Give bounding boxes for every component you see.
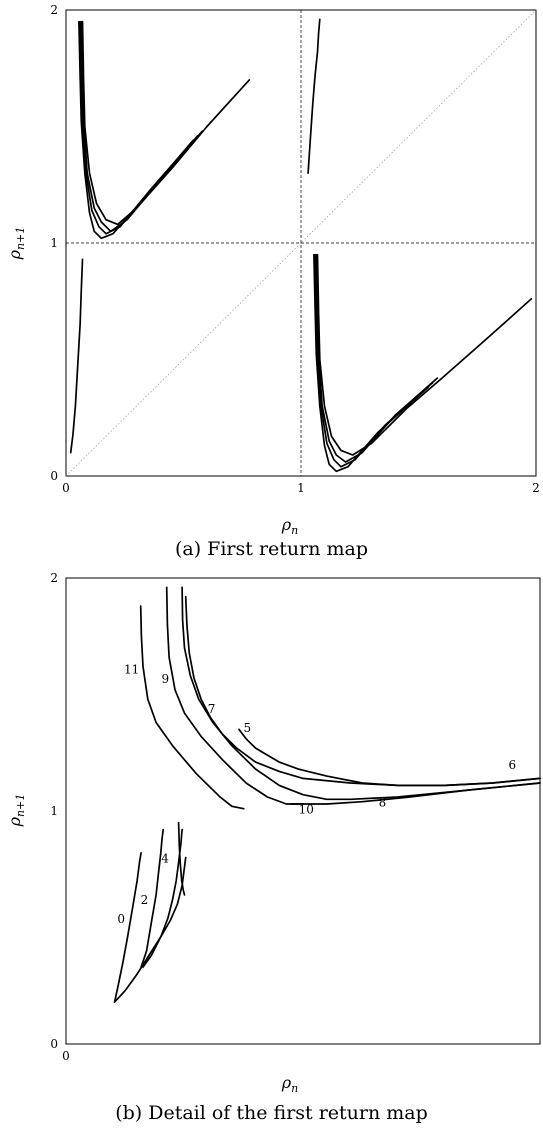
series-line-0 xyxy=(113,852,142,1003)
series-line-10 xyxy=(184,595,304,780)
branch-label: 2 xyxy=(141,893,149,907)
tick-group: 0 1 2 0 1 2 xyxy=(50,3,539,495)
branch-label: 10 xyxy=(299,802,314,816)
branch-label: 11 xyxy=(124,663,139,677)
series-line-0 xyxy=(81,20,251,226)
branch-label: 5 xyxy=(243,721,251,735)
reference-lines xyxy=(65,9,537,477)
x-tick-label: 0 xyxy=(62,1049,70,1063)
series-line-9 xyxy=(313,253,429,473)
series-line-7 xyxy=(315,253,439,463)
series-line-6 xyxy=(165,586,304,805)
y-tick-label: 0 xyxy=(50,1037,58,1051)
plot-frame xyxy=(65,577,541,1045)
x-axis-label: ρn xyxy=(281,515,299,537)
panel-first-return-map: 0 1 2 0 1 2 ρn ρn+1 (a) First return map xyxy=(0,0,543,570)
x-tick-label: 0 xyxy=(62,481,70,495)
caption-b: (b) Detail of the first return map xyxy=(115,1102,428,1124)
caption-a: (a) First return map xyxy=(174,538,369,560)
series-line-9 xyxy=(349,782,541,801)
series-line-5 xyxy=(69,258,84,454)
branch-label: 9 xyxy=(161,672,169,686)
y-axis-label: ρn+1 xyxy=(5,794,27,828)
x-axis-label: ρn xyxy=(281,1073,299,1095)
branch-label: 6 xyxy=(508,758,516,772)
y-tick-label: 0 xyxy=(50,469,58,483)
tick-group: 00 1 2 xyxy=(50,571,69,1063)
series-group xyxy=(113,586,541,1003)
branch-label: 4 xyxy=(161,851,169,865)
y-tick-label: 2 xyxy=(50,571,58,585)
y-tick-label: 1 xyxy=(50,804,58,818)
series-line-6 xyxy=(316,253,533,456)
series-line-8 xyxy=(314,253,434,468)
chart-first-return-map: 0 1 2 0 1 2 ρn ρn+1 xyxy=(5,3,540,537)
series-line-3 xyxy=(78,20,194,240)
series-line-4 xyxy=(307,18,321,174)
series-line-8 xyxy=(181,586,352,801)
series-line-5 xyxy=(139,605,245,810)
series-line-12 xyxy=(238,728,541,787)
y-tick-label: 1 xyxy=(50,236,58,250)
y-tick-label: 2 xyxy=(50,3,58,17)
x-tick-label: 1 xyxy=(297,481,305,495)
y-axis-label: ρn+1 xyxy=(5,227,27,261)
branch-label: 0 xyxy=(117,912,125,926)
x-tick-label: 2 xyxy=(532,481,540,495)
branch-label: 7 xyxy=(208,702,216,716)
series-group xyxy=(69,18,533,473)
series-line-1 xyxy=(140,828,165,968)
branch-label: 8 xyxy=(379,795,387,809)
series-line-2 xyxy=(79,20,199,235)
annotation-group: 0 2 4 5 6 7 8 9 10 11 xyxy=(117,663,516,926)
series-line-2 xyxy=(142,828,183,968)
series-line-4 xyxy=(113,856,187,1003)
series-line-3 xyxy=(177,821,186,896)
